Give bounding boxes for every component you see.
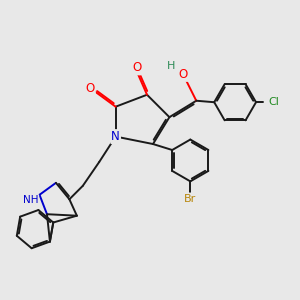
Text: Br: Br <box>184 194 196 204</box>
Text: O: O <box>86 82 95 95</box>
Text: Cl: Cl <box>268 97 279 107</box>
Text: H: H <box>167 61 175 71</box>
Text: N: N <box>111 130 120 143</box>
Text: O: O <box>178 68 188 81</box>
Text: O: O <box>132 61 141 74</box>
Text: NH: NH <box>23 195 38 205</box>
